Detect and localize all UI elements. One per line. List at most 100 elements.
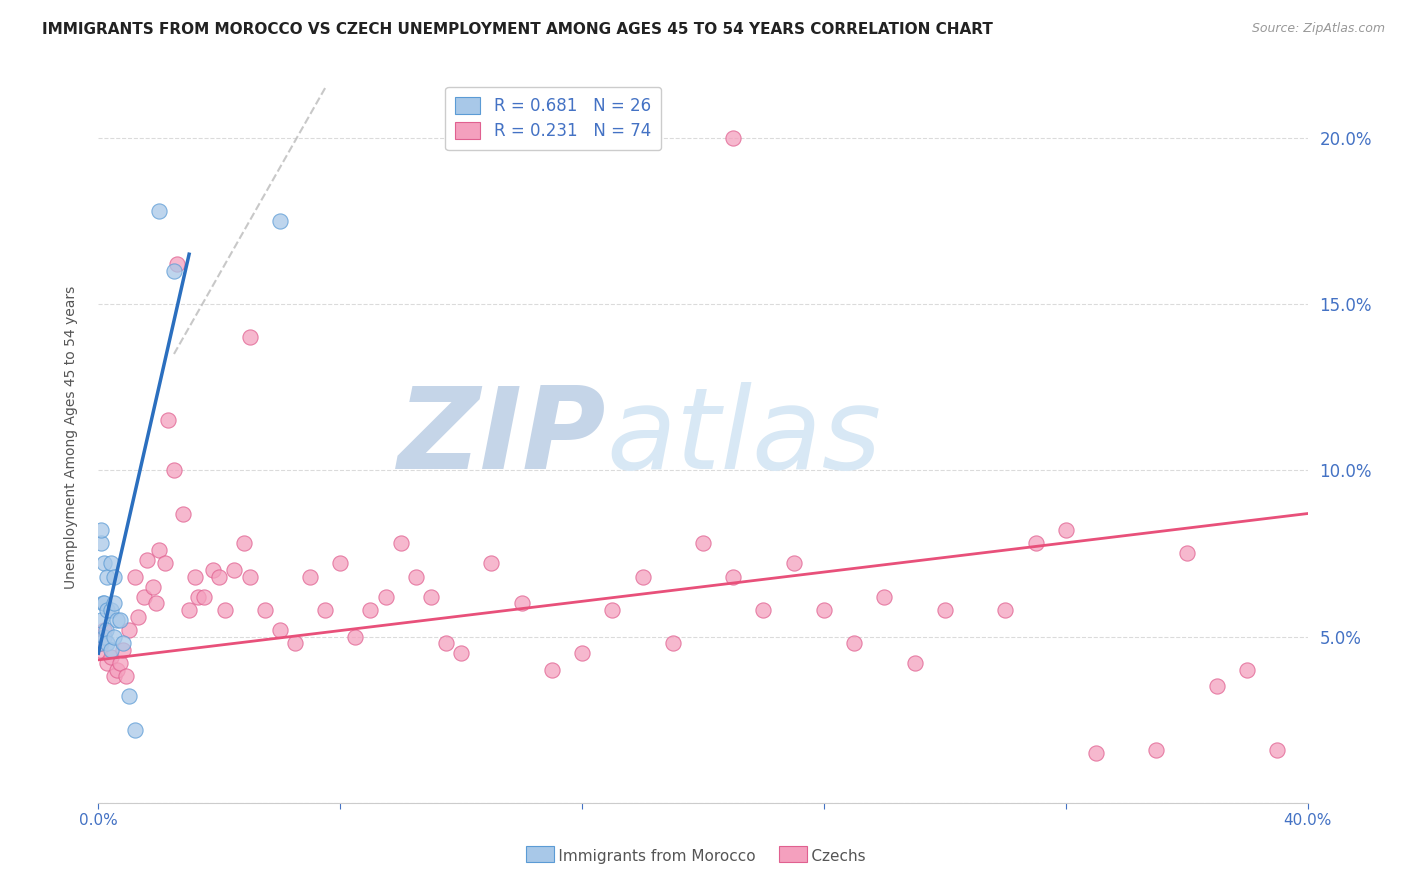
Point (232, 536, 254, 550)
Point (111, 636, 134, 650)
Point (100, 603, 122, 617)
Point (105, 613, 128, 627)
Point (1175, 546, 1198, 560)
Point (179, 603, 201, 617)
Point (108, 656, 131, 670)
Point (118, 623, 141, 637)
Point (208, 570, 231, 584)
Point (100, 643, 122, 657)
Point (163, 463, 186, 477)
Point (114, 669, 136, 683)
Point (510, 596, 533, 610)
Point (142, 580, 165, 594)
Point (90, 536, 112, 550)
Point (1144, 742, 1167, 756)
Point (145, 596, 167, 610)
Point (299, 570, 322, 584)
Bar (526, 846, 554, 862)
Point (156, 413, 179, 427)
Point (111, 643, 134, 657)
Point (450, 646, 472, 660)
Point (163, 264, 186, 278)
Point (91, 596, 114, 610)
Point (904, 656, 927, 670)
Point (93, 630, 115, 644)
Point (1267, 742, 1289, 756)
Point (360, 603, 382, 617)
Point (103, 570, 125, 584)
Point (602, 603, 624, 617)
Point (89, 643, 111, 657)
Point (631, 570, 654, 584)
Point (96, 603, 118, 617)
Point (103, 669, 125, 683)
Point (1054, 523, 1077, 537)
Point (1085, 746, 1108, 760)
Text: IMMIGRANTS FROM MOROCCO VS CZECH UNEMPLOYMENT AMONG AGES 45 TO 54 YEARS CORRELAT: IMMIGRANTS FROM MOROCCO VS CZECH UNEMPLO… (42, 22, 993, 37)
Point (127, 609, 149, 624)
Point (100, 557, 122, 571)
Point (108, 613, 131, 627)
Point (873, 590, 896, 604)
Point (253, 603, 276, 617)
Point (405, 570, 427, 584)
Point (193, 590, 215, 604)
Point (284, 636, 307, 650)
Text: ZIP: ZIP (398, 382, 606, 492)
Point (224, 563, 246, 577)
Point (994, 603, 1017, 617)
Point (202, 563, 225, 577)
Point (239, 330, 262, 344)
Point (661, 636, 683, 650)
Point (90, 636, 112, 650)
Point (96, 636, 118, 650)
Point (93, 557, 115, 571)
Point (269, 623, 291, 637)
Point (124, 723, 146, 737)
Point (94, 623, 117, 637)
Legend: R = 0.681   N = 26, R = 0.231   N = 74: R = 0.681 N = 26, R = 0.231 N = 74 (446, 87, 661, 150)
Point (934, 603, 956, 617)
Point (783, 557, 806, 571)
Point (89, 636, 111, 650)
Point (187, 590, 209, 604)
Point (420, 590, 443, 604)
Point (1206, 680, 1229, 694)
Point (96, 570, 118, 584)
Text: Source: ZipAtlas.com: Source: ZipAtlas.com (1251, 22, 1385, 36)
Y-axis label: Unemployment Among Ages 45 to 54 years: Unemployment Among Ages 45 to 54 years (63, 285, 77, 589)
Point (844, 636, 866, 650)
Text: atlas: atlas (606, 382, 882, 492)
Point (1236, 663, 1258, 677)
Bar (779, 846, 807, 862)
Point (314, 603, 336, 617)
Point (184, 570, 207, 584)
Point (148, 543, 170, 558)
Point (153, 557, 176, 571)
Point (269, 214, 291, 228)
Point (752, 603, 775, 617)
Point (540, 663, 562, 677)
Point (132, 590, 155, 604)
Point (118, 690, 141, 704)
Point (692, 536, 714, 550)
Point (344, 630, 367, 644)
Point (1024, 536, 1046, 550)
Point (90, 523, 112, 537)
Point (434, 636, 457, 650)
Point (571, 646, 593, 660)
Point (329, 557, 352, 571)
Point (103, 596, 125, 610)
Point (103, 630, 125, 644)
Point (172, 507, 194, 521)
Point (93, 596, 115, 610)
Text: Czechs: Czechs (787, 849, 866, 863)
Point (166, 257, 188, 271)
Point (239, 570, 262, 584)
Point (124, 570, 146, 584)
Point (723, 131, 745, 145)
Point (100, 649, 122, 664)
Point (481, 557, 503, 571)
Point (813, 603, 835, 617)
Point (723, 570, 745, 584)
